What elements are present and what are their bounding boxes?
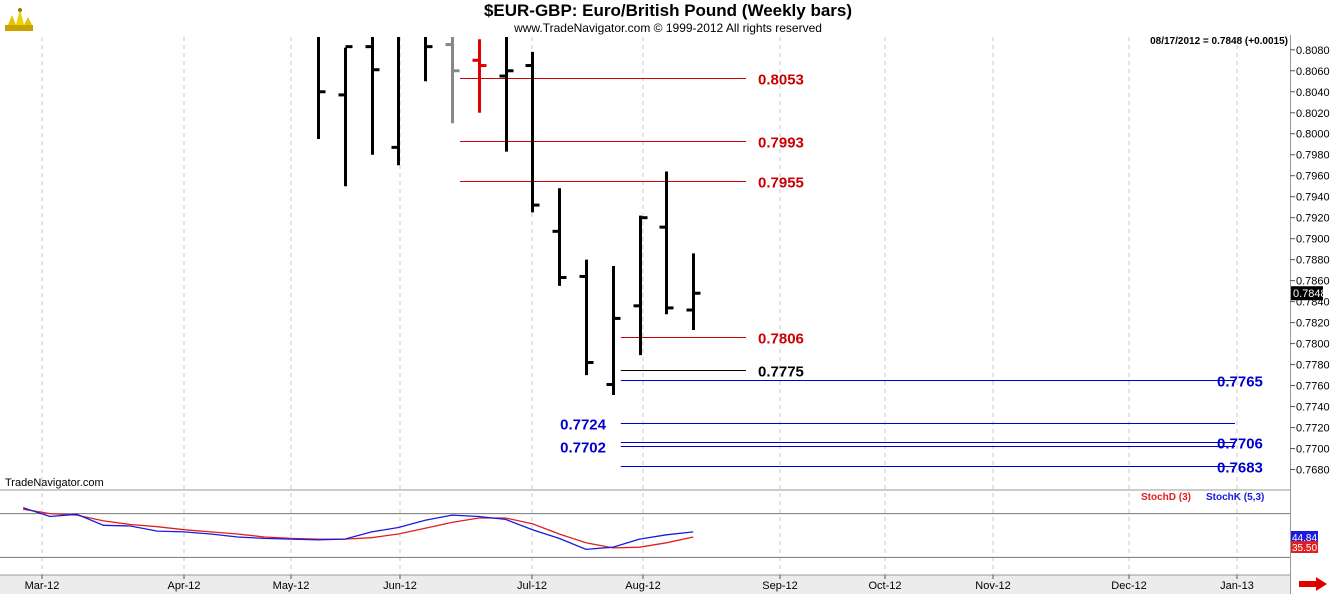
stochd-value: 35.50 — [1292, 543, 1317, 554]
x-tick-label: Jan-13 — [1220, 580, 1254, 592]
stochk-legend: StochK (5,3) — [1206, 492, 1265, 503]
y-tick-label: 0.8060 — [1296, 66, 1330, 78]
y-tick-label: 0.7940 — [1296, 192, 1330, 204]
y-tick-label: 0.7820 — [1296, 318, 1330, 330]
x-tick-label: Nov-12 — [975, 580, 1010, 592]
y-tick-label: 0.8040 — [1296, 87, 1330, 99]
level-label: 0.7775 — [758, 364, 804, 381]
x-tick-label: Aug-12 — [625, 580, 660, 592]
x-tick-label: Sep-12 — [762, 580, 797, 592]
y-tick-label: 0.8020 — [1296, 108, 1330, 120]
level-label: 0.7955 — [758, 175, 804, 192]
level-label: 0.7993 — [758, 135, 804, 152]
stoch-line — [22, 507, 694, 551]
y-tick-label: 0.7900 — [1296, 234, 1330, 246]
y-tick-label: 0.7680 — [1296, 465, 1330, 477]
last-price-label: 0.7848 — [1293, 288, 1327, 300]
x-tick-label: Dec-12 — [1111, 580, 1146, 592]
x-tick-label: Oct-12 — [868, 580, 901, 592]
stochd-legend: StochD (3) — [1141, 492, 1191, 503]
y-tick-label: 0.7980 — [1296, 150, 1330, 162]
y-tick-label: 0.7700 — [1296, 444, 1330, 456]
y-tick-label: 0.7720 — [1296, 423, 1330, 435]
stochk-value: 44.84 — [1292, 533, 1317, 544]
chart-title: $EUR-GBP: Euro/British Pound (Weekly bar… — [483, 1, 853, 20]
stochk-value-box — [1291, 531, 1318, 543]
level-label: 0.7702 — [560, 440, 606, 457]
level-label: 0.7724 — [560, 417, 607, 434]
y-tick-label: 0.7780 — [1296, 360, 1330, 372]
y-tick-label: 0.7960 — [1296, 171, 1330, 183]
x-axis-band — [0, 575, 1290, 594]
copyright-subtitle: www.TradeNavigator.com © 1999-2012 All r… — [514, 21, 822, 35]
last-price-marker — [1291, 286, 1323, 301]
stoch-line — [23, 508, 694, 549]
y-tick-label: 0.7740 — [1296, 402, 1330, 414]
x-tick-label: Mar-12 — [25, 580, 60, 592]
scroll-right-arrow-icon[interactable] — [1298, 577, 1328, 591]
ohlc-bars — [317, 37, 701, 396]
level-label: 0.7683 — [1217, 460, 1263, 477]
level-label: 0.7806 — [758, 331, 804, 348]
y-tick-label: 0.7760 — [1296, 381, 1330, 393]
y-tick-label: 0.7920 — [1296, 213, 1330, 225]
level-label: 0.8053 — [758, 72, 804, 89]
watermark: TradeNavigator.com — [5, 477, 104, 489]
y-tick-label: 0.7880 — [1296, 255, 1330, 267]
x-tick-label: May-12 — [273, 580, 310, 592]
y-tick-label: 0.7860 — [1296, 276, 1330, 288]
price-readout: 08/17/2012 = 0.7848 (+0.0015) — [1150, 36, 1288, 47]
x-tick-label: Jun-12 — [383, 580, 417, 592]
stochd-value-box — [1291, 541, 1318, 553]
x-tick-label: Apr-12 — [167, 580, 200, 592]
level-label: 0.7765 — [1217, 374, 1263, 391]
x-tick-label: Jul-12 — [517, 580, 547, 592]
trade-navigator-logo-icon — [5, 8, 33, 31]
y-tick-label: 0.8000 — [1296, 129, 1330, 141]
y-tick-label: 0.7800 — [1296, 339, 1330, 351]
y-tick-label: 0.8080 — [1296, 45, 1330, 57]
level-label: 0.7706 — [1217, 436, 1263, 453]
